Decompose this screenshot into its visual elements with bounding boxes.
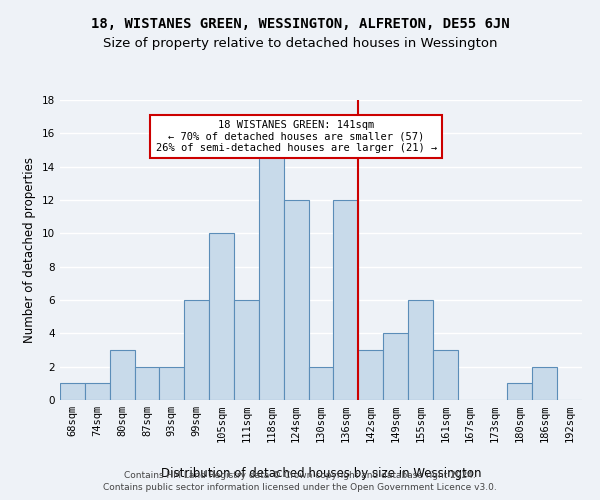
Text: Size of property relative to detached houses in Wessington: Size of property relative to detached ho… <box>103 38 497 51</box>
Text: 18, WISTANES GREEN, WESSINGTON, ALFRETON, DE55 6JN: 18, WISTANES GREEN, WESSINGTON, ALFRETON… <box>91 18 509 32</box>
Bar <box>85 384 110 400</box>
Text: Distribution of detached houses by size in Wessington: Distribution of detached houses by size … <box>161 467 481 480</box>
Bar <box>308 366 334 400</box>
Bar <box>259 150 284 400</box>
Text: Contains HM Land Registry data © Crown copyright and database right 2024.
Contai: Contains HM Land Registry data © Crown c… <box>103 471 497 492</box>
Bar <box>358 350 383 400</box>
Y-axis label: Number of detached properties: Number of detached properties <box>23 157 37 343</box>
Text: 18 WISTANES GREEN: 141sqm
← 70% of detached houses are smaller (57)
26% of semi-: 18 WISTANES GREEN: 141sqm ← 70% of detac… <box>155 120 437 153</box>
Bar <box>408 300 433 400</box>
Bar <box>134 366 160 400</box>
Bar <box>433 350 458 400</box>
Bar <box>234 300 259 400</box>
Bar <box>209 234 234 400</box>
Bar <box>160 366 184 400</box>
Bar <box>60 384 85 400</box>
Bar <box>532 366 557 400</box>
Bar <box>284 200 308 400</box>
Bar <box>508 384 532 400</box>
Bar <box>334 200 358 400</box>
Bar <box>110 350 134 400</box>
Bar <box>184 300 209 400</box>
Bar <box>383 334 408 400</box>
